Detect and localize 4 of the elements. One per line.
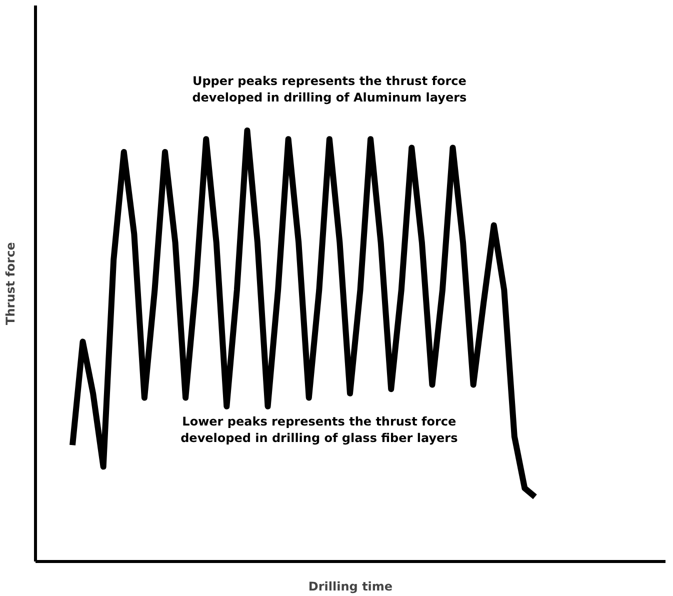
text: Upper peaks represents the thrust force developed in drilling of Aluminum layers <box>192 74 467 105</box>
annotation: Lower peaks represents the thrust force developed in drilling of glass fiber layers <box>180 414 458 446</box>
y-axis-title: Thrust force <box>4 242 18 325</box>
x-axis-title: Drilling time <box>308 580 393 594</box>
